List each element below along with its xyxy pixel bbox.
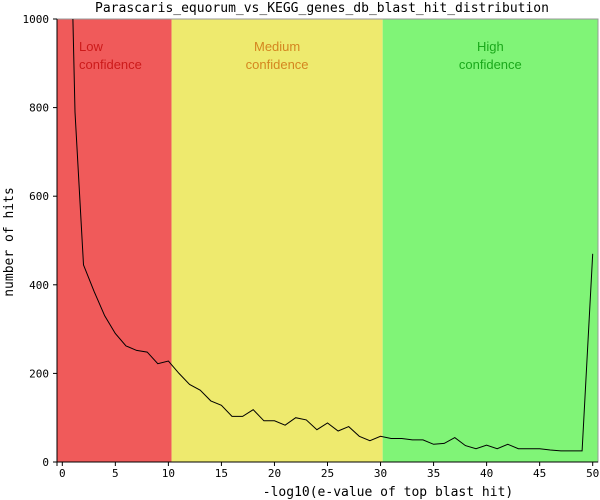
confidence-region-0	[57, 19, 172, 462]
x-tick-label: 50	[586, 467, 599, 480]
confidence-region-label-0-line1: Low	[79, 39, 103, 54]
x-tick-label: 15	[215, 467, 228, 480]
chart-title: Parascaris_equorum_vs_KEGG_genes_db_blas…	[95, 1, 549, 16]
y-tick-label: 600	[29, 190, 49, 203]
confidence-region-label-1-line2: confidence	[246, 57, 309, 72]
x-tick-label: 30	[374, 467, 387, 480]
confidence-region-labels: Low confidence Medium confidence High confide…	[79, 39, 522, 72]
x-tick-label: 35	[427, 467, 440, 480]
axes	[53, 19, 598, 466]
confidence-region-2	[382, 19, 598, 462]
y-tick-label: 200	[29, 367, 49, 380]
x-tick-label: 0	[59, 467, 66, 480]
confidence-region-label-2-line2: confidence	[459, 57, 522, 72]
x-tick-label: 20	[268, 467, 281, 480]
y-axis-label: number of hits	[2, 187, 17, 297]
series-line-0	[72, 18, 594, 452]
tick-marks-and-labels: 0 5 10 15 20 25 30 35 40 45 50 0 200 400 600 800 1000	[23, 13, 600, 480]
confidence-region-1	[171, 19, 383, 462]
x-tick-label: 40	[480, 467, 493, 480]
confidence-regions	[57, 19, 598, 462]
y-tick-label: 0	[42, 456, 49, 469]
confidence-region-label-2-line1: High	[477, 39, 504, 54]
x-tick-label: 25	[321, 467, 334, 480]
y-tick-label: 400	[29, 279, 49, 292]
confidence-region-label-1-line1: Medium	[254, 39, 300, 54]
y-tick-label: 1000	[23, 13, 50, 26]
x-tick-label: 10	[162, 467, 175, 480]
x-axis-label: -log10(e-value of top blast hit)	[263, 485, 513, 500]
x-tick-label: 45	[533, 467, 546, 480]
x-tick-label: 5	[112, 467, 119, 480]
series-layer	[72, 18, 594, 452]
y-tick-label: 800	[29, 102, 49, 115]
confidence-region-label-0-line2: confidence	[79, 57, 142, 72]
